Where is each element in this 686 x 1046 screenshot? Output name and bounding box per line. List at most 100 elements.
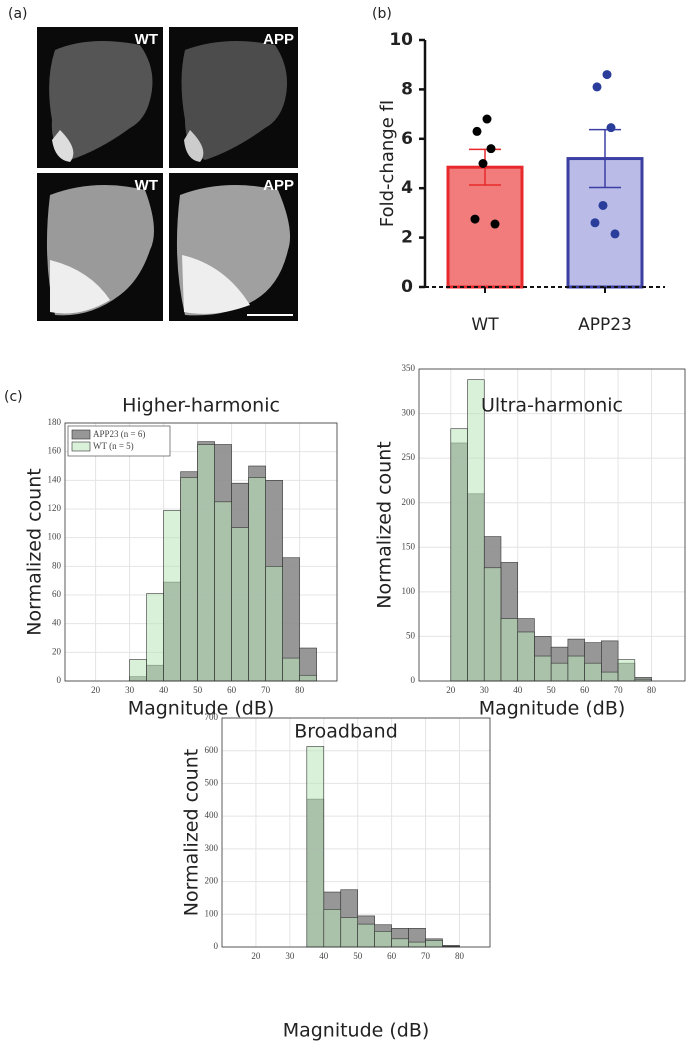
y-tick-label: 20 bbox=[52, 646, 62, 656]
x-tick-label: 80 bbox=[295, 685, 305, 695]
x-tick-label: 80 bbox=[647, 685, 657, 695]
histogram-bar bbox=[601, 671, 619, 682]
x-tick-label: 30 bbox=[480, 685, 490, 695]
brain-shape bbox=[50, 260, 110, 314]
histogram-bar bbox=[567, 655, 585, 682]
histogram-bar bbox=[500, 618, 519, 682]
x-tick-label: 50 bbox=[353, 951, 363, 961]
y-tick-label: 0 bbox=[214, 941, 219, 951]
x-tick-label: 30 bbox=[285, 951, 295, 961]
y-tick-label: 40 bbox=[52, 618, 62, 628]
data-point bbox=[486, 144, 496, 154]
histogram-bar bbox=[408, 941, 426, 948]
histogram-bar bbox=[517, 631, 535, 682]
histogram-bar bbox=[374, 930, 392, 948]
y-axis-label: Normalized count bbox=[24, 468, 46, 635]
x-tick-label: APP23 bbox=[578, 315, 632, 335]
chart-title: Ultra-harmonic bbox=[481, 395, 623, 417]
data-point bbox=[490, 219, 500, 229]
histogram-bar bbox=[306, 746, 325, 948]
x-tick-label: 40 bbox=[159, 685, 169, 695]
histogram-bar bbox=[231, 527, 249, 682]
x-axis-label: Magnitude (dB) bbox=[283, 1020, 430, 1042]
histogram-bar bbox=[357, 923, 375, 948]
histogram-bar bbox=[450, 428, 468, 682]
brain-shape bbox=[184, 130, 204, 162]
histogram-bar bbox=[146, 593, 164, 682]
x-tick-label: 50 bbox=[193, 685, 203, 695]
histogram-bar bbox=[163, 510, 181, 682]
x-tick-label: 70 bbox=[421, 951, 431, 961]
y-tick-label: 4 bbox=[401, 178, 413, 198]
x-axis-label: Magnitude (dB) bbox=[128, 698, 275, 720]
data-point bbox=[482, 114, 492, 124]
plot-frame bbox=[418, 368, 686, 682]
y-tick-label: 200 bbox=[402, 497, 416, 507]
y-tick-label: 100 bbox=[48, 532, 62, 542]
y-axis-label: Normalized count bbox=[181, 749, 203, 916]
histogram-bar bbox=[323, 909, 342, 948]
y-tick-label: 8 bbox=[401, 79, 413, 99]
y-tick-label: 200 bbox=[205, 876, 219, 886]
x-tick-label: WT bbox=[471, 315, 499, 335]
data-point bbox=[606, 123, 616, 133]
y-tick-label: 6 bbox=[401, 129, 413, 149]
histogram-bar bbox=[584, 662, 602, 682]
x-tick-label: 50 bbox=[547, 685, 557, 695]
legend-label: WT (n = 5) bbox=[93, 441, 134, 451]
x-tick-label: 20 bbox=[446, 685, 456, 695]
data-point bbox=[478, 159, 488, 168]
data-point bbox=[590, 218, 600, 228]
data-point bbox=[598, 200, 608, 210]
legend-label: APP23 (n = 6) bbox=[93, 429, 145, 439]
x-axis-label: Magnitude (dB) bbox=[479, 698, 626, 720]
y-axis-label: Fold-change fI bbox=[377, 100, 398, 227]
panel-label: (b) bbox=[372, 6, 392, 22]
brain-shape bbox=[49, 41, 153, 160]
brain-shape bbox=[52, 130, 74, 162]
data-point bbox=[472, 126, 482, 136]
histogram-bar bbox=[197, 444, 215, 682]
legend-swatch bbox=[71, 441, 91, 452]
y-tick-label: 140 bbox=[48, 474, 62, 484]
brain-shape bbox=[181, 41, 288, 160]
x-tick-label: 60 bbox=[580, 685, 590, 695]
y-tick-label: 80 bbox=[52, 560, 62, 570]
y-tick-label: 0 bbox=[57, 675, 62, 685]
y-tick-label: 250 bbox=[402, 452, 416, 462]
y-tick-label: 300 bbox=[205, 843, 219, 853]
histogram-bar bbox=[282, 657, 300, 682]
y-tick-label: 0 bbox=[411, 675, 416, 685]
image-label: APP bbox=[263, 177, 294, 194]
image-label: APP bbox=[263, 31, 294, 48]
data-point bbox=[470, 214, 480, 224]
x-tick-label: 60 bbox=[227, 685, 237, 695]
x-tick-label: 40 bbox=[319, 951, 329, 961]
y-tick-label: 50 bbox=[406, 630, 416, 640]
legend-swatch bbox=[71, 429, 91, 440]
x-tick-label: 70 bbox=[614, 685, 624, 695]
data-point bbox=[602, 70, 612, 80]
histogram-bar bbox=[617, 659, 636, 682]
histogram-bar bbox=[425, 940, 443, 948]
x-tick-label: 60 bbox=[387, 951, 397, 961]
y-axis-label: Normalized count bbox=[374, 441, 396, 608]
y-tick-label: 700 bbox=[205, 712, 219, 722]
y-tick-label: 120 bbox=[48, 503, 62, 513]
image-label: WT bbox=[135, 31, 158, 48]
histogram-bar bbox=[391, 938, 409, 948]
chart-title: Broadband bbox=[294, 721, 398, 743]
histogram-bar bbox=[483, 567, 502, 682]
brain-images: WT APP WT APP bbox=[37, 27, 298, 321]
y-tick-label: 150 bbox=[402, 541, 416, 551]
x-tick-label: 70 bbox=[261, 685, 271, 695]
y-tick-label: 600 bbox=[205, 745, 219, 755]
histogram-bar bbox=[214, 501, 232, 682]
histogram-bar bbox=[340, 917, 358, 948]
x-tick-label: 40 bbox=[513, 685, 523, 695]
chart-title: Higher-harmonic bbox=[122, 395, 280, 417]
data-point bbox=[592, 82, 602, 92]
plot-frame bbox=[64, 422, 338, 682]
y-tick-label: 0 bbox=[401, 277, 413, 297]
